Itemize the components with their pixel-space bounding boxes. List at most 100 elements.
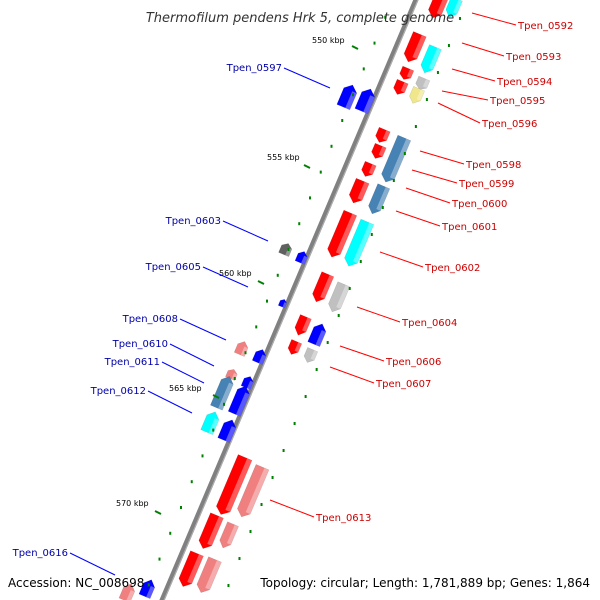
minor-tick: [352, 93, 354, 97]
gene-feature: [196, 556, 222, 593]
gene-arrow-shine: [126, 589, 135, 600]
minor-tick: [414, 125, 417, 128]
reverse-gene-label: Tpen_0612: [90, 386, 146, 397]
minor-tick: [348, 287, 351, 290]
minor-tick: [147, 583, 150, 587]
forward-gene-label: Tpen_0596: [481, 119, 537, 130]
gene-arrow: [361, 160, 377, 177]
forward-leader: [405, 187, 451, 204]
gene-arrow-shine: [231, 373, 238, 381]
gene-arrow: [278, 243, 293, 257]
minor-tick: [238, 557, 241, 560]
minor-tick: [190, 480, 193, 484]
minor-tick: [244, 351, 247, 355]
minor-tick: [403, 152, 406, 155]
minor-tick: [287, 248, 290, 251]
minor-tick: [255, 325, 258, 329]
gene-feature: [348, 177, 370, 204]
gene-arrow: [375, 126, 391, 143]
gene-feature: [307, 323, 327, 347]
minor-tick: [384, 15, 387, 19]
forward-gene-label: Tpen_0607: [375, 379, 431, 390]
gene-arrow: [178, 550, 204, 587]
gene-arrow: [216, 454, 253, 515]
gene-arrow: [200, 411, 220, 435]
tick-label: 560 kbp: [219, 269, 252, 278]
minor-tick: [293, 422, 296, 425]
gene-feature: [381, 134, 412, 183]
major-tick: [351, 45, 359, 50]
forward-leader: [269, 499, 315, 518]
gene-arrow: [381, 134, 412, 183]
gene-feature: [368, 183, 391, 215]
forward-gene-label: Tpen_0595: [489, 96, 545, 107]
gene-arrow: [336, 84, 358, 111]
gene-arrow: [196, 556, 222, 593]
forward-leader: [451, 68, 496, 82]
forward-leader: [419, 150, 465, 165]
gene-arrow-shine: [225, 458, 252, 512]
reverse-gene-label: Tpen_0605: [145, 262, 201, 273]
gene-feature: [118, 583, 135, 600]
gene-arrow: [240, 376, 254, 390]
reverse-gene-label: Tpen_0603: [165, 216, 221, 227]
gene-feature: [361, 160, 377, 177]
gene-feature: [138, 579, 155, 599]
gene-arrow: [327, 209, 358, 258]
gene-arrow-shine: [235, 392, 250, 417]
gene-feature: [277, 299, 288, 309]
major-tick: [303, 164, 311, 169]
gene-feature: [375, 126, 391, 143]
forward-leader: [441, 90, 489, 101]
gene-feature: [278, 243, 293, 257]
gene-arrow-shine: [245, 467, 269, 515]
gene-feature: [312, 271, 335, 303]
gene-arrow-shine: [368, 164, 377, 175]
minor-tick: [201, 454, 204, 458]
forward-gene-label: Tpen_0602: [424, 263, 480, 274]
forward-leader: [411, 169, 458, 184]
gene-arrow-shine: [428, 47, 442, 70]
gene-feature: [219, 521, 239, 549]
minor-tick: [266, 299, 268, 303]
gene-feature: [198, 512, 224, 549]
minor-tick: [425, 98, 428, 101]
gene-feature: [237, 464, 270, 518]
minor-tick: [381, 206, 384, 209]
gene-arrow-shine: [357, 181, 370, 201]
gene-arrow: [294, 251, 308, 265]
gene-arrow: [237, 464, 270, 518]
gene-arrow-shine: [363, 95, 375, 114]
reverse-gene-label: Tpen_0597: [226, 63, 282, 74]
gene-arrow-shine: [453, 0, 463, 15]
gene-feature: [217, 419, 237, 443]
gene-feature: [445, 0, 463, 18]
gene-arrow: [118, 583, 135, 600]
minor-tick: [158, 557, 161, 561]
gene-arrow: [348, 177, 370, 204]
gene-arrow: [399, 65, 415, 80]
gene-feature: [371, 142, 387, 159]
gene-feature: [210, 376, 234, 411]
forward-gene-label: Tpen_0598: [465, 160, 521, 171]
gene-arrow: [217, 419, 237, 443]
gene-feature: [178, 550, 204, 587]
minor-tick: [169, 531, 172, 535]
forward-gene-label: Tpen_0606: [385, 357, 441, 368]
gene-arrow-shine: [225, 426, 236, 443]
gene-arrow-shine: [412, 35, 427, 60]
gene-feature: [303, 347, 319, 363]
forward-leader: [356, 306, 401, 323]
gene-arrow: [198, 512, 224, 549]
gene-arrow-shine: [301, 255, 308, 265]
gene-arrow-shine: [218, 382, 234, 411]
gene-arrow: [403, 31, 427, 63]
gene-arrow: [251, 349, 267, 365]
gene-feature: [420, 44, 442, 74]
gene-arrow-shine: [205, 560, 222, 590]
reverse-gene-label: Tpen_0608: [122, 314, 178, 325]
minor-tick: [180, 506, 182, 509]
gene-arrow-shine: [378, 146, 387, 157]
gene-arrow-shine: [247, 380, 254, 390]
